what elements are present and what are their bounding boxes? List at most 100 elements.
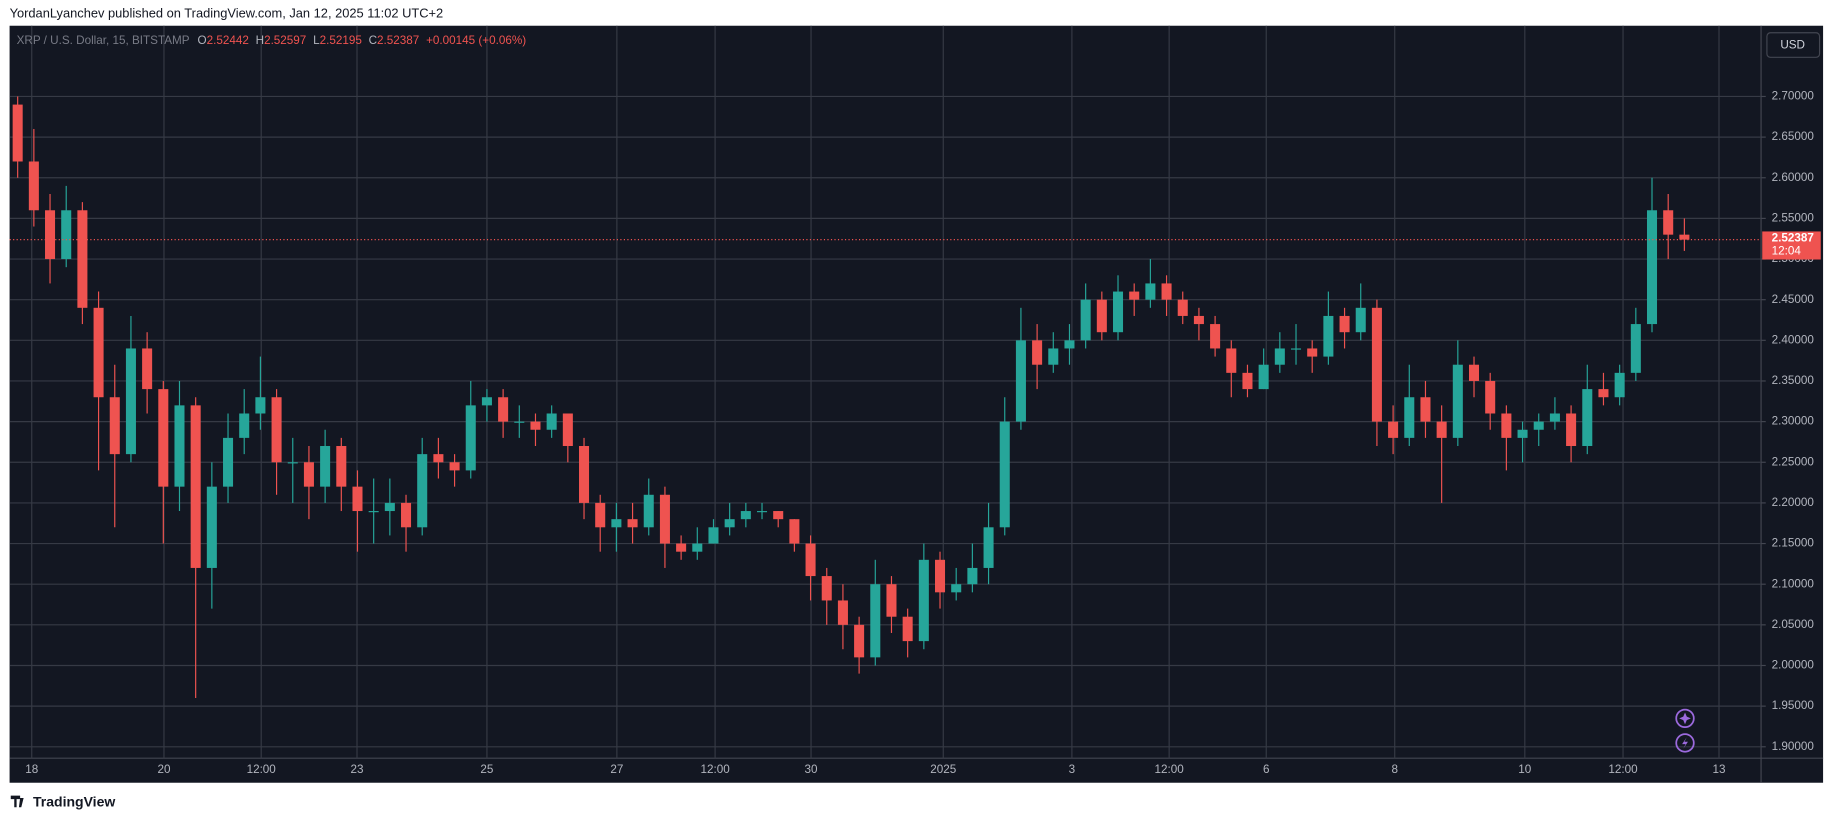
- candle-body: [1290, 348, 1302, 350]
- chart-bg: [9, 25, 1824, 783]
- y-tick-label: 2.45000: [1772, 293, 1815, 306]
- candle-body: [77, 210, 88, 308]
- y-tick-label: 2.20000: [1772, 496, 1815, 509]
- candle-body: [1274, 348, 1285, 365]
- candle-body: [1161, 283, 1172, 300]
- candle-body: [1307, 348, 1318, 357]
- candle-body: [384, 502, 395, 512]
- candle-body: [611, 519, 622, 528]
- candle-body: [320, 446, 331, 487]
- x-tick-label: 12:00: [247, 763, 277, 776]
- candle-body: [1355, 307, 1366, 333]
- candle-body: [1339, 315, 1350, 333]
- legend: XRP / U.S. Dollar, 15, BITSTAMP O2.52442…: [17, 34, 527, 47]
- candle-body: [1210, 324, 1221, 349]
- candle-body: [546, 413, 557, 430]
- candle-body: [1549, 413, 1560, 422]
- y-tick-label: 1.90000: [1772, 740, 1815, 753]
- x-tick-label: 30: [805, 763, 819, 776]
- candle-body: [1533, 421, 1544, 430]
- candle-body: [498, 397, 509, 422]
- y-tick-label: 2.65000: [1772, 130, 1815, 143]
- alerts-icon-glyph: [1682, 737, 1688, 749]
- candle-body: [287, 462, 298, 464]
- x-tick-label: 12:00: [1155, 763, 1185, 776]
- ohlc-value: 2.52442: [207, 34, 249, 47]
- candle-body: [158, 389, 169, 487]
- candle-body: [239, 413, 250, 438]
- currency[interactable]: USD: [1780, 39, 1805, 52]
- x-tick-label: 20: [157, 763, 171, 776]
- ideas-icon[interactable]: [1675, 708, 1695, 729]
- candle-body: [174, 405, 185, 487]
- candle-body: [1193, 315, 1204, 325]
- candle-body: [1404, 397, 1415, 438]
- candle-body: [773, 511, 784, 520]
- y-tick-label: 2.10000: [1772, 577, 1815, 590]
- y-tick-label: 2.55000: [1772, 211, 1815, 224]
- candle-body: [789, 519, 800, 544]
- candle-body: [1323, 315, 1334, 357]
- candle-body: [724, 519, 735, 528]
- candle-body: [821, 576, 832, 601]
- candle-body: [1598, 389, 1609, 398]
- x-tick-label: 6: [1263, 763, 1270, 776]
- candle-body: [417, 454, 428, 528]
- y-tick-label: 2.60000: [1772, 171, 1815, 184]
- currency-button[interactable]: [1766, 32, 1821, 58]
- candle-body: [1371, 307, 1382, 422]
- candle-body: [870, 584, 881, 658]
- candle-body: [1064, 340, 1075, 349]
- y-tick-label: 2.05000: [1772, 618, 1815, 631]
- x-tick-label: 3: [1069, 763, 1076, 776]
- x-tick-label: 12:00: [1608, 763, 1638, 776]
- candle-body: [1048, 348, 1059, 365]
- candle-body: [935, 559, 946, 593]
- candle-body: [336, 446, 347, 487]
- candle-body: [854, 624, 865, 658]
- candle-body: [1614, 372, 1625, 398]
- candle-body: [562, 413, 573, 447]
- candle-body: [595, 502, 606, 528]
- ohlc-label: C: [369, 34, 377, 47]
- candle-body: [805, 543, 816, 577]
- x-tick-label: 10: [1518, 763, 1531, 776]
- alerts-icon[interactable]: [1675, 733, 1695, 753]
- ohlc-label: O: [198, 34, 207, 47]
- price-tag: [1762, 231, 1821, 260]
- candle-body: [1566, 413, 1577, 447]
- candle-body: [190, 405, 201, 568]
- candle-body: [1096, 299, 1107, 333]
- candle-body: [401, 502, 412, 528]
- y-tick-label: 2.25000: [1772, 455, 1815, 468]
- y-tick-label: 2.30000: [1772, 415, 1815, 428]
- x-tick-label: 2025: [930, 763, 957, 776]
- candle-body: [627, 519, 638, 528]
- candle-body: [1630, 324, 1641, 373]
- y-tick-label: 2.00000: [1772, 659, 1815, 672]
- y-tick-label: 2.40000: [1772, 333, 1815, 346]
- candle-body: [45, 210, 56, 260]
- candle-body: [643, 494, 654, 528]
- y-tick-label: 2.35000: [1772, 374, 1815, 387]
- candle-body: [886, 584, 897, 617]
- candle-body: [61, 210, 72, 260]
- candle-body: [902, 616, 913, 642]
- plot: 1.90000 1.95000 2.00000 2.05000 2.10000 2.150…: [9, 25, 1815, 776]
- candle-body: [1468, 364, 1480, 381]
- candle-body: [93, 307, 104, 398]
- candle-body: [12, 104, 23, 162]
- candle-body: [206, 486, 217, 568]
- candle-body: [692, 543, 703, 552]
- candle-body: [579, 446, 590, 503]
- footer-brand: TradingView: [33, 793, 115, 809]
- candle-body: [1646, 210, 1658, 325]
- candle-body: [983, 527, 994, 568]
- candle-body: [1388, 421, 1399, 438]
- publish-header: YordanLyanchev published on TradingView.…: [10, 5, 444, 20]
- candle-body: [1145, 283, 1156, 300]
- x-tick-label: 8: [1391, 763, 1398, 776]
- candle-body: [1015, 340, 1026, 422]
- candle-body: [1501, 413, 1512, 438]
- candle-body: [1517, 429, 1528, 438]
